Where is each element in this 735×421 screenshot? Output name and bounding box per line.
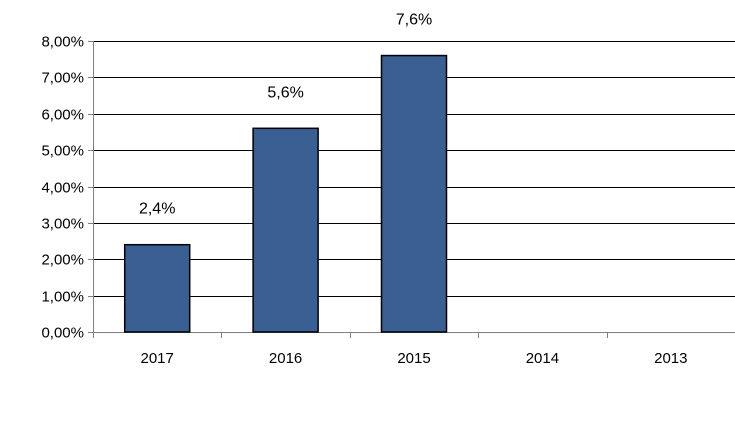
data-label-2015: 7,6% <box>396 12 432 29</box>
y-tick-label: 5,00% <box>41 143 84 160</box>
y-tick-label: 1,00% <box>41 289 84 306</box>
y-tick-label: 3,00% <box>41 216 84 233</box>
x-tick-label: 2015 <box>397 350 430 367</box>
data-label-2016: 5,6% <box>267 84 303 101</box>
bar-2016 <box>252 127 319 333</box>
bar-2015 <box>380 54 448 333</box>
y-tick-label: 6,00% <box>41 107 84 124</box>
y-tick-label: 7,00% <box>41 70 84 87</box>
data-labels: 2,4% 5,6% 7,6% <box>139 12 432 218</box>
y-tick-label: 8,00% <box>41 34 84 51</box>
bar-2017 <box>123 243 191 333</box>
y-tick-label: 4,00% <box>41 180 84 197</box>
x-tick-label: 2016 <box>269 350 302 367</box>
x-axis-ticks: 2017 2016 2015 2014 2013 <box>141 350 688 367</box>
y-tick-label: 0,00% <box>41 325 84 342</box>
x-tick-label: 2013 <box>654 350 687 367</box>
bars <box>123 54 448 333</box>
y-tick-label: 2,00% <box>41 252 84 269</box>
y-axis-ticks: 0,00% 1,00% 2,00% 3,00% 4,00% 5,00% 6,00% 7,00%… <box>41 34 84 342</box>
x-tick-label: 2014 <box>526 350 559 367</box>
x-tick-label: 2017 <box>141 350 174 367</box>
data-label-2017: 2,4% <box>139 201 175 218</box>
